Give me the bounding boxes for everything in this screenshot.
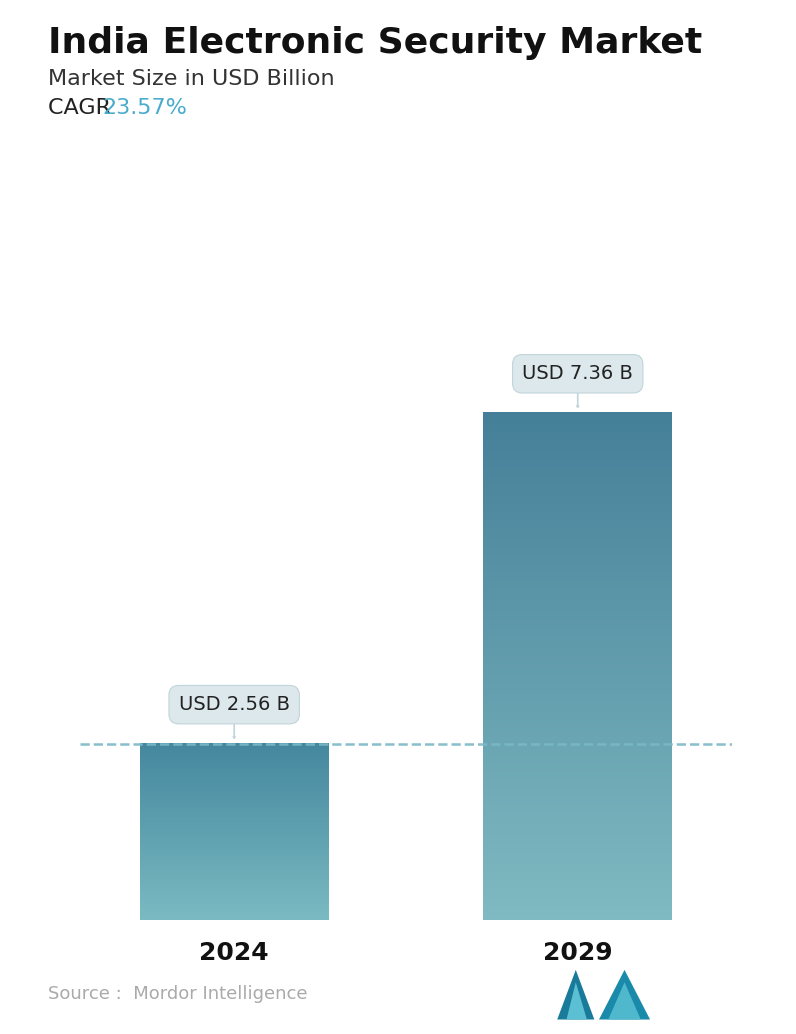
Polygon shape [608,982,641,1020]
Text: USD 7.36 B: USD 7.36 B [522,364,633,384]
Text: Source :  Mordor Intelligence: Source : Mordor Intelligence [48,985,307,1003]
Polygon shape [567,982,587,1020]
Text: CAGR: CAGR [48,98,118,118]
Text: India Electronic Security Market: India Electronic Security Market [48,26,702,60]
Text: 23.57%: 23.57% [102,98,187,118]
Text: Market Size in USD Billion: Market Size in USD Billion [48,69,334,89]
Polygon shape [557,970,595,1020]
Text: USD 2.56 B: USD 2.56 B [178,695,290,714]
Polygon shape [599,970,650,1020]
